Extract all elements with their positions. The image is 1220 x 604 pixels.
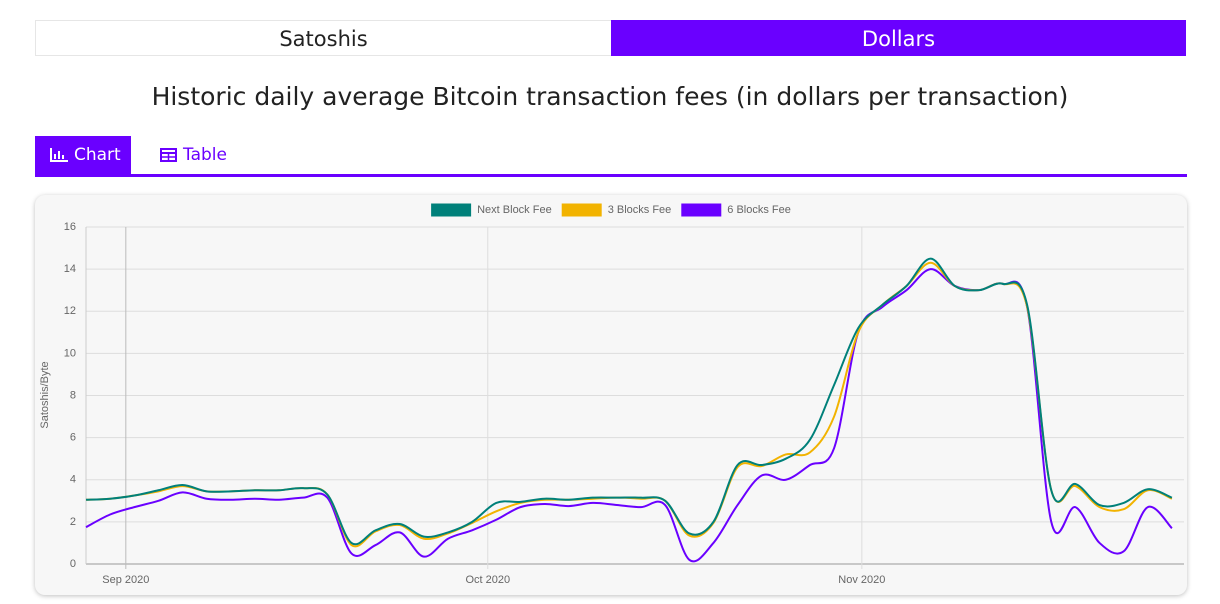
y-tick-label: 8 <box>70 389 76 401</box>
y-tick-label: 4 <box>70 474 76 486</box>
toggle-satoshis[interactable]: Satoshis <box>35 20 612 56</box>
chart: Satoshis/Byte 0 2 4 6 8 10 12 14 16 Sep 2020 Oct 2… <box>39 203 1184 586</box>
x-tick-label: Sep 2020 <box>102 574 149 586</box>
legend-swatch <box>681 203 722 217</box>
series-line <box>85 261 1173 548</box>
y-tick-label: 0 <box>70 558 76 570</box>
y-tick-label: 14 <box>64 263 76 275</box>
chart-icon <box>50 148 68 162</box>
y-tick-label: 10 <box>64 347 76 359</box>
legend-label: 3 Blocks Fee <box>608 204 672 216</box>
legend-label: 6 Blocks Fee <box>727 204 791 216</box>
table-icon <box>160 148 177 162</box>
tab-chart[interactable]: Chart <box>35 136 131 174</box>
y-axis-label: Satoshis/Byte <box>39 361 51 428</box>
toggle-dollars[interactable]: Dollars <box>611 20 1186 56</box>
tab-table[interactable]: Table <box>160 136 240 174</box>
tab-label: Chart <box>74 145 121 165</box>
series-line <box>85 257 1173 546</box>
tab-underline <box>35 174 1187 177</box>
y-tick-label: 16 <box>64 221 76 233</box>
y-tick-label: 2 <box>70 516 76 528</box>
chart-card: Satoshis/Byte 0 2 4 6 8 10 12 14 16 Sep 2020 Oct 2… <box>35 195 1187 595</box>
legend-swatch <box>431 203 472 217</box>
y-tick-label: 6 <box>70 432 76 444</box>
series-line <box>85 268 1173 563</box>
legend-swatch <box>561 203 602 217</box>
legend-label: Next Block Fee <box>477 204 552 216</box>
page-title: Historic daily average Bitcoin transacti… <box>151 82 1069 111</box>
tab-label: Table <box>183 145 227 165</box>
y-tick-label: 12 <box>64 305 76 317</box>
x-tick-label: Nov 2020 <box>838 574 885 586</box>
x-tick-label: Oct 2020 <box>465 574 510 586</box>
